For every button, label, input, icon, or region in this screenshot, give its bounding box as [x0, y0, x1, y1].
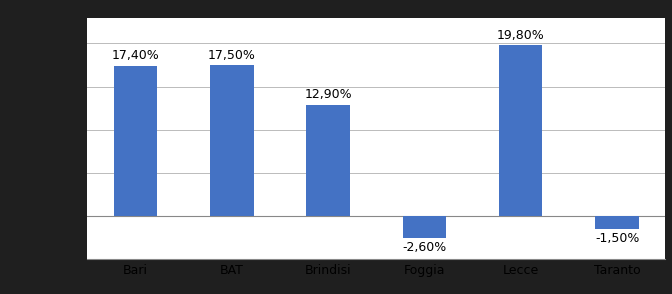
- Text: 17,50%: 17,50%: [208, 49, 256, 61]
- Text: -2,60%: -2,60%: [403, 241, 447, 255]
- Text: -1,50%: -1,50%: [595, 232, 639, 245]
- Bar: [210, 65, 253, 216]
- Text: 17,40%: 17,40%: [112, 49, 159, 62]
- Bar: [403, 216, 446, 238]
- Bar: [306, 105, 350, 216]
- Text: 19,80%: 19,80%: [497, 29, 545, 42]
- Bar: [595, 216, 639, 229]
- Bar: [499, 45, 542, 216]
- Bar: [114, 66, 157, 216]
- Text: 12,90%: 12,90%: [304, 88, 352, 101]
